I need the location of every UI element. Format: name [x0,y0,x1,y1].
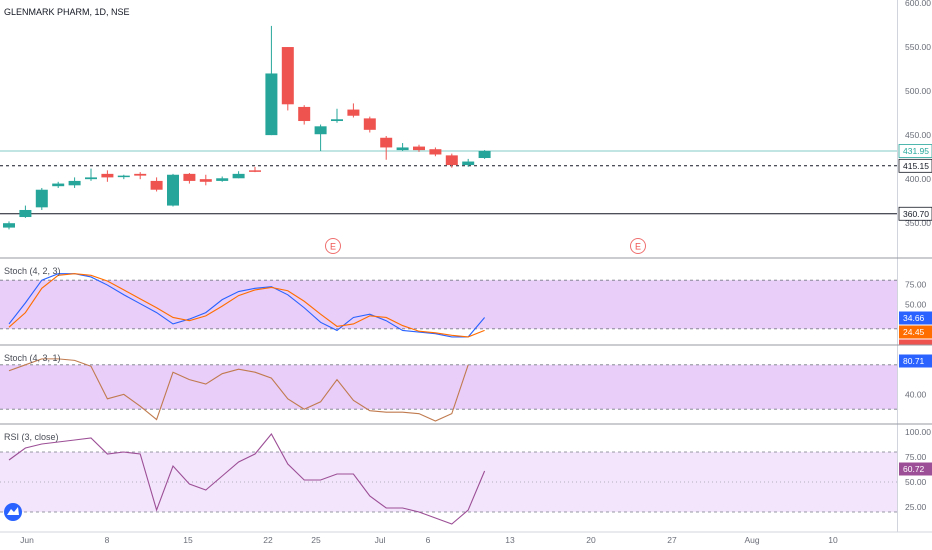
time-tick-label: 27 [667,535,677,545]
stoch2-line [8,358,469,422]
candle-body [232,173,245,179]
candle-body [462,161,475,166]
candle-body [35,189,48,208]
candle-body [429,149,442,155]
candle-body [445,155,458,166]
candle-body [298,106,311,122]
stoch-4-2-3-title[interactable]: Stoch (4, 2, 3) [4,266,61,276]
price-tick-label: 350.00 [905,218,931,228]
rsi-pane: 100.00 75.00 50.00 25.00 60.72 [8,427,932,525]
candle-body [167,174,179,206]
candle-body [347,109,360,116]
stoch-k-tag-bg [899,311,932,325]
price-tick-label: 550.00 [905,42,931,52]
candle-body [85,177,97,180]
price-tag-label: 415.15 [903,161,929,171]
stoch2-band [0,364,897,410]
candle-body [19,209,32,218]
stoch-4-3-1-title[interactable]: Stoch (4, 3, 1) [4,353,61,363]
tradingview-logo[interactable] [4,503,22,521]
stoch-d-line [8,273,485,338]
time-tick-label: 22 [263,535,273,545]
symbol-title[interactable]: GLENMARK PHARM, 1D, NSE [4,7,130,17]
stoch-d-tag-bg [899,325,932,339]
time-tick-label: Jun [20,535,34,545]
candle-body [265,73,278,136]
time-axis[interactable]: Jun 8 15 22 25 Jul 6 13 20 27 Aug 10 [20,535,838,545]
candle-body [249,170,261,172]
earnings-marker[interactable]: E [630,238,646,254]
rsi-tick-label: 50.00 [905,477,927,487]
candle-body [183,173,196,181]
price-tag-bg [898,158,932,173]
price-tick-label: 500.00 [905,86,931,96]
stoch-overlap-tag [899,339,932,345]
candle-body [117,175,130,178]
earnings-marker[interactable]: E [325,238,341,254]
rsi-tick-label: 100.00 [905,427,931,437]
rsi-line [8,433,486,525]
rsi-tag-bg [899,462,932,476]
candle-body [314,126,327,135]
candle-body [363,118,376,130]
time-tick-label: 25 [311,535,321,545]
candle-body [134,173,147,176]
candle-body [68,180,81,186]
indicator-bands [0,279,897,513]
candle-body [52,183,65,187]
candle-body [396,147,409,151]
time-tick-label: Aug [744,535,759,545]
time-tick-label: 13 [505,535,515,545]
price-tag-bg [898,206,932,221]
time-tick-label: 10 [828,535,838,545]
price-lines [0,150,897,215]
stoch1-tick-label: 75.00 [905,279,927,289]
price-tick-label: 400.00 [905,174,931,184]
time-tick-label: 6 [426,535,431,545]
price-tick-label: 450.00 [905,130,931,140]
price-tag-label: 360.70 [903,209,929,219]
candle-body [281,47,294,105]
stoch-d-tag: 24.45 [903,327,925,337]
rsi-tag: 60.72 [903,464,925,474]
rsi-tick-label: 75.00 [905,452,927,462]
time-tick-label: 8 [105,535,110,545]
time-tick-label: 15 [183,535,193,545]
stoch-k-line [8,273,486,338]
stoch-k-tag: 34.66 [903,313,925,323]
rsi-tick-label: 25.00 [905,502,927,512]
price-tag-label: 431.95 [903,146,929,156]
candle-body [150,180,163,190]
stoch1-tick-label: 50.00 [905,300,927,310]
rsi-title[interactable]: RSI (3, close) [4,432,59,442]
time-tick-label: Jul [375,535,386,545]
stoch2-tick-label: 40.00 [905,389,927,399]
price-axis[interactable]: 600.00 550.00 500.00 450.00 400.00 350.00 [905,0,931,228]
price-tag-bg [898,144,932,158]
candle-body [380,137,393,148]
stoch-4-2-3-pane: 75.00 50.00 34.66 24.45 [8,273,932,345]
stoch2-tag: 80.71 [903,356,925,366]
candle-body [331,119,343,122]
price-tick-label: 600.00 [905,0,931,8]
stoch2-tag-bg [899,354,932,368]
candle-body [101,173,114,178]
price-tags: 431.95 415.15 360.70 [898,144,932,221]
candle-body [413,146,425,151]
candle-body [216,178,229,181]
candle-body [3,223,15,228]
stoch1-band [0,280,897,329]
candlestick-series [3,25,491,230]
earnings-marker-label: E [330,242,336,252]
time-tick-label: 20 [586,535,596,545]
earnings-marker-label: E [635,242,641,252]
stoch-4-3-1-pane: 40.00 80.71 [8,354,932,422]
candle-body [199,179,212,182]
candle-body [478,150,491,159]
